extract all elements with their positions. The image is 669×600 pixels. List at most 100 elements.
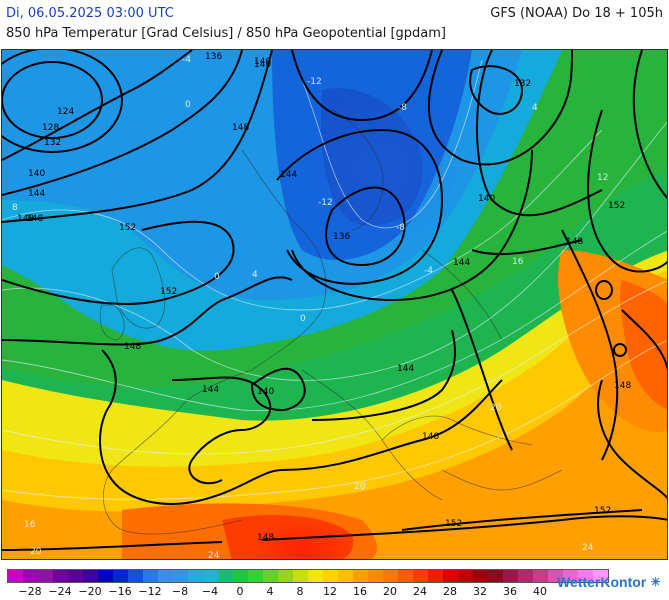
colorbar-segment bbox=[413, 570, 428, 582]
colorbar-tick-label: −4 bbox=[201, 585, 219, 598]
contour-label: 140 bbox=[254, 60, 271, 70]
isotherm-label: -4 bbox=[424, 266, 433, 276]
isotherms bbox=[2, 59, 667, 500]
contour-label: 144 bbox=[280, 170, 297, 180]
contour-label: 128 bbox=[42, 123, 59, 133]
contour-label: 152 bbox=[445, 519, 462, 529]
contour-label: 136 bbox=[333, 232, 350, 242]
colorbar-segment bbox=[518, 570, 533, 582]
colorbar-segment bbox=[143, 570, 158, 582]
contour-label: 152 bbox=[608, 201, 625, 211]
temperature-field bbox=[2, 50, 667, 559]
colorbar-segment bbox=[353, 570, 368, 582]
isotherm-label: -8 bbox=[398, 103, 407, 113]
contour-label: 152 bbox=[119, 223, 136, 233]
colorbar-tick-label: 36 bbox=[503, 585, 517, 598]
colorbar-tick-labels: −28 −24 −20 −16 −12 −8 −4 0 4 8 12 16 20 24 28 32 36 40 bbox=[0, 585, 669, 600]
contour-label: 136 bbox=[205, 52, 222, 62]
forecast-datetime: Di, 06.05.2025 03:00 UTC bbox=[6, 6, 174, 21]
colorbar-segment bbox=[593, 570, 608, 582]
contour-label: 144 bbox=[202, 385, 219, 395]
colorbar-segment bbox=[443, 570, 458, 582]
colorbar-segment bbox=[563, 570, 578, 582]
colorbar-segment bbox=[98, 570, 113, 582]
isotherm-label: 20 bbox=[30, 547, 42, 557]
colorbar-segment bbox=[578, 570, 593, 582]
contour-label: 148 bbox=[257, 533, 274, 543]
contour-label: 124 bbox=[57, 107, 74, 117]
contour-label: 152 bbox=[160, 287, 177, 297]
model-run-label: GFS (NOAA) Do 18 + 105h bbox=[490, 6, 663, 21]
logo-text: WetterKontor bbox=[557, 574, 647, 590]
contour-label: 148 bbox=[232, 123, 249, 133]
colorbar-tick-label: 0 bbox=[236, 585, 244, 598]
isotherm-label: 16 bbox=[24, 520, 36, 530]
colorbar-tick-label: 20 bbox=[383, 585, 397, 598]
colorbar-segment bbox=[278, 570, 293, 582]
isotherm-label: 12 bbox=[597, 173, 608, 183]
temperature-labels: -4 -8 -12 0 4 8 12 16 20 24 0 -4 -8 0 4 … bbox=[12, 55, 608, 560]
colorbar-segment bbox=[218, 570, 233, 582]
geopotential-contours bbox=[2, 50, 667, 551]
colorbar-segment bbox=[188, 570, 203, 582]
colorbar-tick-label: 12 bbox=[323, 585, 337, 598]
contour-label: 140 bbox=[478, 194, 495, 204]
colorbar-segment bbox=[128, 570, 143, 582]
parameters-label: 850 hPa Temperatur [Grad Celsius] / 850 … bbox=[6, 26, 447, 41]
colorbar-segment bbox=[428, 570, 443, 582]
contour-label: 148 bbox=[26, 214, 43, 224]
isotherm-label: 16 bbox=[512, 257, 524, 267]
colorbar-segment bbox=[83, 570, 98, 582]
colorbar-segment bbox=[293, 570, 308, 582]
colorbar-segment bbox=[248, 570, 263, 582]
colorbar-segment bbox=[233, 570, 248, 582]
colorbar-segment bbox=[503, 570, 518, 582]
colorbar-tick-label: 24 bbox=[413, 585, 427, 598]
colorbar-segment bbox=[473, 570, 488, 582]
colorbar-segment bbox=[338, 570, 353, 582]
colorbar-segment bbox=[23, 570, 38, 582]
weather-map: 136 140 124 128 132 140 148 144 148 152 … bbox=[1, 49, 668, 560]
isotherm-label: -12 bbox=[318, 198, 333, 208]
colorbar-segment bbox=[488, 570, 503, 582]
isotherm-label: 20 bbox=[354, 482, 366, 492]
contour-label: 132 bbox=[514, 79, 531, 89]
contour-label: 144 bbox=[28, 189, 45, 199]
sun-logo-icon: ☀ bbox=[650, 575, 661, 589]
contour-label: 144 bbox=[453, 258, 470, 268]
contour-label: 132 bbox=[44, 138, 61, 148]
isotherm-label: 0 bbox=[300, 314, 306, 324]
isotherm-label: 0 bbox=[185, 100, 191, 110]
colorbar-tick-label: 32 bbox=[473, 585, 487, 598]
colorbar-segment bbox=[383, 570, 398, 582]
colorbar-tick-label: 4 bbox=[266, 585, 274, 598]
isotherm-label: 0 bbox=[214, 272, 220, 282]
temperature-colorbar bbox=[7, 569, 609, 583]
colorbar-segment bbox=[38, 570, 53, 582]
colorbar-segment bbox=[308, 570, 323, 582]
colorbar-tick-label: 40 bbox=[533, 585, 547, 598]
colorbar-tick-label: −16 bbox=[108, 585, 132, 598]
isotherm-label: 4 bbox=[532, 103, 538, 113]
isotherm-label: 4 bbox=[252, 270, 258, 280]
colorbar-segment bbox=[8, 570, 23, 582]
colorbar-segment bbox=[203, 570, 218, 582]
contour-label: 148 bbox=[17, 214, 34, 224]
colorbar-segment bbox=[458, 570, 473, 582]
colorbar-segment bbox=[158, 570, 173, 582]
isotherm-label: 24 bbox=[208, 551, 220, 560]
colorbar-segment bbox=[113, 570, 128, 582]
colorbar-tick-label: −28 bbox=[18, 585, 42, 598]
isotherm-label: -4 bbox=[182, 55, 191, 65]
contour-label: 140 bbox=[28, 169, 45, 179]
colorbar-tick-label: 28 bbox=[443, 585, 457, 598]
colorbar-segment bbox=[68, 570, 83, 582]
isotherm-label: 24 bbox=[582, 543, 594, 553]
contour-label: 148 bbox=[422, 432, 439, 442]
isotherm-label: 20 bbox=[490, 403, 502, 413]
wetterkontor-logo: WetterKontor ☀ bbox=[557, 574, 661, 590]
contour-label: 152 bbox=[594, 506, 611, 516]
colorbar-segment bbox=[173, 570, 188, 582]
colorbar-tick-label: −20 bbox=[78, 585, 102, 598]
colorbar-tick-label: 8 bbox=[296, 585, 304, 598]
